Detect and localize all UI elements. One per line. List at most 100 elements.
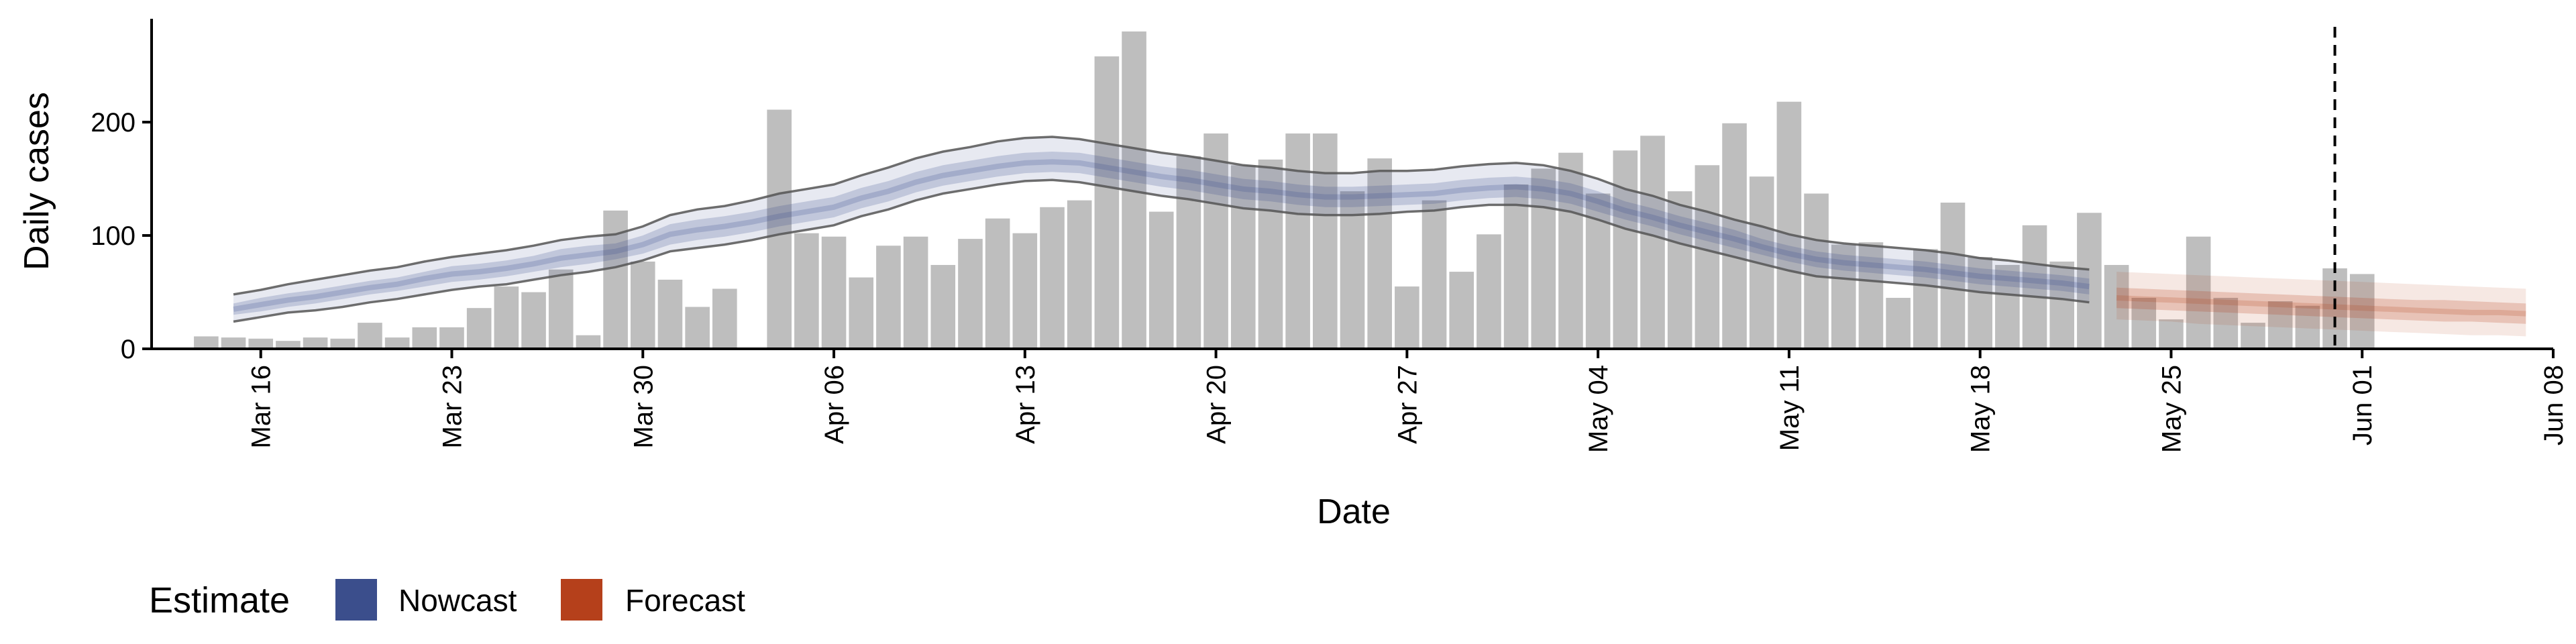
y-tick-label: 100	[91, 221, 136, 251]
x-tick-label: Jun 01	[2348, 365, 2377, 445]
bar	[1858, 242, 1884, 349]
bar	[1040, 207, 1065, 349]
bar	[685, 307, 710, 349]
bar	[1640, 136, 1665, 349]
x-tick-label: Mar 16	[247, 365, 276, 449]
x-tick-label: Apr 13	[1011, 365, 1040, 444]
x-tick-label: May 25	[2157, 365, 2187, 453]
bar	[903, 236, 928, 349]
bar	[1776, 101, 1802, 350]
bar	[1968, 257, 1992, 349]
bar	[2077, 213, 2102, 349]
bar	[2131, 297, 2157, 349]
bar	[548, 269, 574, 349]
bar	[1012, 233, 1038, 349]
bar	[1695, 165, 1720, 349]
bar	[1148, 211, 1174, 349]
legend-label-nowcast: Nowcast	[398, 583, 517, 618]
bar	[1558, 152, 1583, 350]
legend-swatch-nowcast	[335, 579, 377, 621]
bar	[657, 279, 683, 349]
bar	[1313, 133, 1338, 349]
bar	[930, 264, 956, 349]
bands-layer	[233, 137, 2526, 337]
bar	[767, 109, 792, 349]
axes-layer: 0 100 200 Mar 16 Mar 23 Mar 30 Apr 06 Apr 13 Apr…	[91, 19, 2569, 453]
bar	[849, 277, 874, 349]
legend-swatch-forecast	[561, 579, 602, 621]
bar	[2049, 261, 2075, 349]
bar	[576, 335, 601, 349]
bar	[876, 246, 901, 349]
y-axis-title: Daily cases	[17, 92, 56, 270]
x-tick-label: Mar 30	[629, 365, 658, 449]
bar	[985, 218, 1010, 349]
bar	[1340, 191, 1365, 349]
bar	[1531, 168, 1556, 349]
bar	[630, 261, 655, 349]
bar	[1367, 158, 1392, 349]
legend-label-forecast: Forecast	[625, 583, 745, 618]
x-tick-label: Apr 20	[1202, 365, 1232, 444]
y-tick-label: 0	[121, 335, 136, 364]
nowcast-outer-band	[233, 137, 2090, 322]
bar	[1503, 184, 1529, 349]
bar	[1421, 200, 1447, 349]
x-tick-label: May 04	[1584, 365, 1613, 453]
bar	[248, 338, 274, 349]
bar	[2213, 297, 2239, 349]
bar	[2295, 305, 2320, 349]
bar	[384, 337, 410, 349]
forecast-outer-band	[2116, 272, 2526, 337]
bar	[1613, 150, 1638, 349]
bar	[2241, 323, 2265, 349]
bar	[1230, 165, 1256, 349]
bar	[1203, 133, 1228, 349]
bar	[1995, 264, 2020, 349]
bar	[221, 337, 246, 349]
y-tick-label: 200	[91, 108, 136, 138]
bar	[1094, 56, 1120, 349]
forecast-median-line	[2116, 295, 2526, 317]
nowcast-median-line	[233, 159, 2090, 312]
bar	[1913, 249, 1938, 349]
bar	[494, 286, 519, 349]
x-tick-label: Apr 27	[1393, 365, 1422, 444]
bar	[2186, 236, 2211, 349]
bars-layer	[194, 31, 2375, 350]
x-tick-label: Mar 23	[438, 365, 468, 449]
bar	[521, 292, 546, 349]
bar	[466, 308, 492, 349]
bar	[2159, 319, 2184, 349]
bar	[330, 338, 356, 349]
nowcast-lower-bound-line	[233, 178, 2090, 323]
legend: Estimate Nowcast Forecast	[149, 579, 745, 621]
bar	[1722, 123, 1747, 350]
bar	[1258, 159, 1283, 350]
bar	[412, 327, 437, 349]
legend-title: Estimate	[149, 580, 290, 621]
bar	[794, 233, 819, 349]
bar	[2022, 225, 2047, 349]
bar	[358, 323, 382, 349]
bar	[1477, 234, 1501, 349]
bar	[958, 239, 983, 349]
bar	[712, 288, 737, 349]
x-tick-label: Apr 06	[820, 365, 849, 444]
x-tick-label: May 11	[1775, 365, 1805, 451]
x-tick-label: May 18	[1966, 365, 1996, 453]
bar	[1395, 286, 1419, 349]
bar	[1831, 244, 1856, 349]
bar	[821, 236, 847, 349]
bar	[1449, 272, 1474, 349]
nowcast-inner-band	[233, 152, 2090, 315]
bar	[1667, 191, 1693, 349]
x-tick-label: Jun 08	[2539, 365, 2569, 445]
lines-layer	[233, 136, 2090, 323]
bar	[303, 337, 328, 349]
forecast-inner-band	[2116, 287, 2526, 324]
bar	[1940, 203, 1966, 349]
bar	[1176, 156, 1201, 350]
bar	[439, 327, 464, 349]
